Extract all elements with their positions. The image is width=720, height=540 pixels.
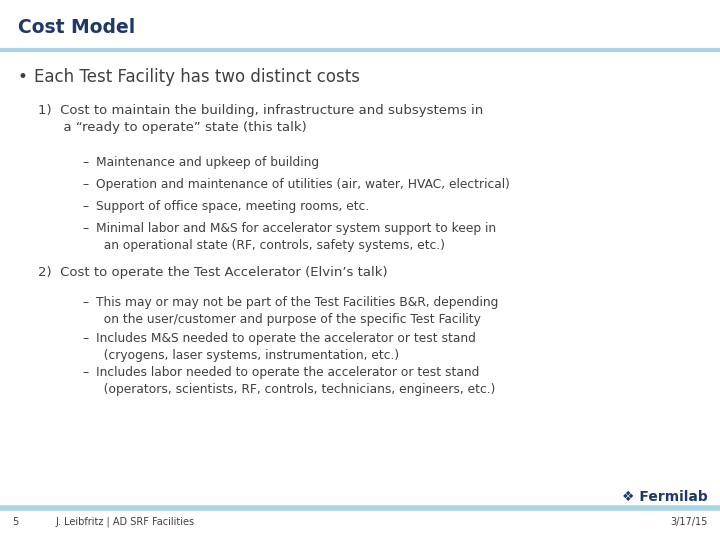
Text: 5: 5: [12, 517, 18, 527]
Text: –: –: [82, 366, 88, 379]
Text: Includes labor needed to operate the accelerator or test stand
  (operators, sci: Includes labor needed to operate the acc…: [96, 366, 495, 395]
Text: Maintenance and upkeep of building: Maintenance and upkeep of building: [96, 156, 319, 169]
Text: •: •: [18, 68, 28, 86]
Text: –: –: [82, 222, 88, 235]
Text: This may or may not be part of the Test Facilities B&R, depending
  on the user/: This may or may not be part of the Test …: [96, 296, 498, 326]
Text: Operation and maintenance of utilities (air, water, HVAC, electrical): Operation and maintenance of utilities (…: [96, 178, 510, 191]
Text: Minimal labor and M&S for accelerator system support to keep in
  an operational: Minimal labor and M&S for accelerator sy…: [96, 222, 496, 252]
Text: ❖ Fermilab: ❖ Fermilab: [622, 490, 708, 504]
Text: Includes M&S needed to operate the accelerator or test stand
  (cryogens, laser : Includes M&S needed to operate the accel…: [96, 332, 476, 361]
Text: Cost Model: Cost Model: [18, 18, 135, 37]
Text: –: –: [82, 296, 88, 309]
Text: Each Test Facility has two distinct costs: Each Test Facility has two distinct cost…: [34, 68, 360, 86]
Text: J. Leibfritz | AD SRF Facilities: J. Leibfritz | AD SRF Facilities: [55, 517, 194, 527]
Text: Support of office space, meeting rooms, etc.: Support of office space, meeting rooms, …: [96, 200, 369, 213]
Text: –: –: [82, 156, 88, 169]
Text: –: –: [82, 200, 88, 213]
Text: –: –: [82, 332, 88, 345]
Text: 1)  Cost to maintain the building, infrastructure and subsystems in
      a “rea: 1) Cost to maintain the building, infras…: [38, 104, 483, 133]
Text: 3/17/15: 3/17/15: [670, 517, 708, 527]
Text: –: –: [82, 178, 88, 191]
Text: 2)  Cost to operate the Test Accelerator (Elvin’s talk): 2) Cost to operate the Test Accelerator …: [38, 266, 387, 279]
